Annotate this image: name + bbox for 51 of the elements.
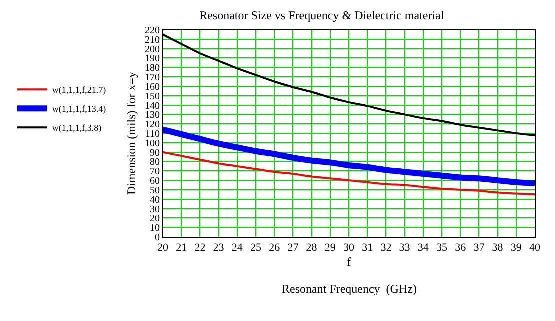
y-tick-label: 170: [145, 72, 160, 84]
y-tick-label: 210: [145, 34, 160, 46]
x-tick-label: 27: [288, 242, 300, 254]
x-tick-label: 36: [455, 242, 467, 254]
legend-label: w(1,1,1,f,13.4): [52, 104, 106, 114]
chart-title: Resonator Size vs Frequency & Dielectric material: [200, 8, 445, 23]
x-tick-label: 29: [324, 242, 336, 254]
y-axis-title: Dimension (mils) for x=y: [124, 72, 138, 196]
y-tick-label: 80: [150, 157, 160, 168]
x-tick-label: 23: [213, 242, 225, 254]
x-tick-label: 21: [176, 242, 188, 254]
y-tick-label: 50: [150, 185, 160, 196]
y-tick-label: 150: [145, 91, 160, 102]
text: Resonant Frequency (GHz): [282, 282, 417, 296]
y-tick-label: 70: [150, 166, 160, 178]
x-tick-label: 35: [436, 242, 448, 254]
line-series: [163, 151, 535, 196]
legend-label: w(1,1,1,f,3.8): [52, 123, 102, 134]
y-tick-label: 180: [145, 63, 160, 74]
y-tick-label: 200: [145, 44, 160, 56]
y-tick-label: 100: [145, 138, 160, 150]
x-tick-label: 24: [232, 242, 244, 254]
y-tick-label: 220: [145, 26, 160, 36]
y-tick-label: 110: [145, 129, 160, 140]
y-tick-label: 40: [150, 194, 160, 206]
x-tick-label: 22: [194, 242, 206, 254]
x-tick-label: 30: [344, 242, 355, 254]
y-tick-label: 140: [145, 100, 160, 112]
y-tick-label: 10: [150, 223, 160, 234]
y-tick-label: 20: [150, 214, 160, 225]
x-tick-label: 31: [362, 242, 374, 254]
x-tick-label: 33: [399, 242, 411, 254]
x-tick-label: 37: [474, 242, 486, 254]
y-tick-label: 0: [155, 232, 160, 244]
x-tick-label: 32: [380, 242, 392, 254]
y-tick-label: 190: [145, 54, 160, 65]
x-tick-label: 25: [250, 242, 262, 254]
x-tick-label: 39: [510, 242, 522, 254]
x-tick-label: 34: [418, 242, 430, 254]
x-tick-label: 28: [306, 242, 318, 254]
x-tick-label: 26: [269, 242, 281, 254]
y-tick-label: 60: [150, 176, 160, 188]
x-axis-title: f: [347, 255, 351, 270]
y-tick-label: 30: [150, 204, 160, 216]
legend-label: w(1,1,1,f,21.7): [52, 85, 106, 96]
y-tick-label: 130: [145, 110, 160, 122]
y-tick-label: 120: [145, 120, 160, 131]
y-tick-label: 160: [145, 82, 160, 93]
y-tick-label: 90: [150, 148, 160, 159]
x-tick-label: 38: [492, 242, 504, 254]
x-tick-label: 40: [530, 242, 541, 254]
